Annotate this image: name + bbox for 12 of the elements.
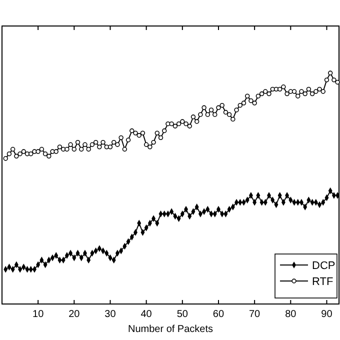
x-tick-label: 50 [176,309,188,320]
x-tick-label: 90 [321,309,333,320]
x-tick-label: 20 [68,309,80,320]
x-tick-label: 40 [140,309,152,320]
x-tick-label: 80 [285,309,297,320]
x-tick-label: 60 [212,309,224,320]
legend-label: RTF [312,276,334,288]
x-tick-label: 30 [104,309,116,320]
x-tick-label: 10 [32,309,44,320]
legend-label: DCP [312,260,336,272]
x-axis-title: Number of Packets [128,324,214,335]
x-tick-label: 70 [249,309,261,320]
